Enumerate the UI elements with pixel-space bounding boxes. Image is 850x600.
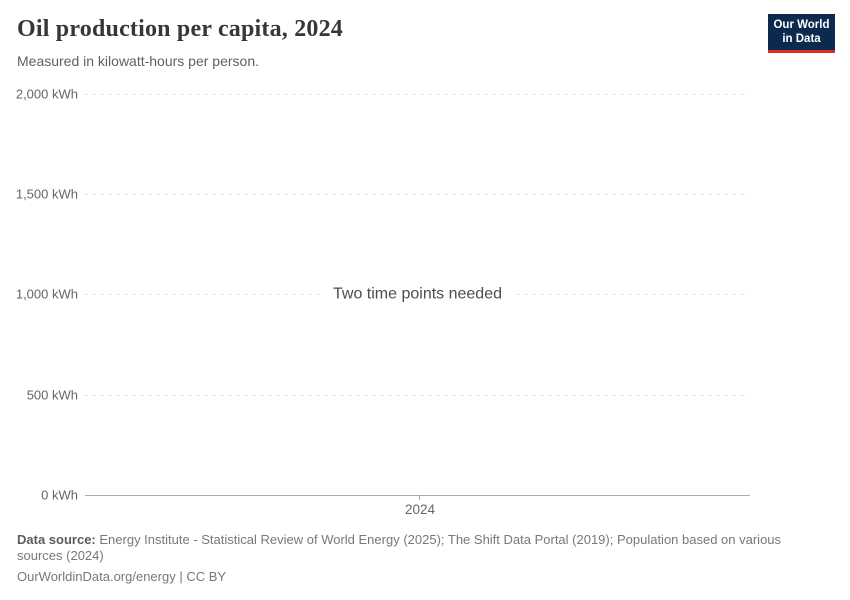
y-axis-tick-label: 2,000 kWh: [15, 86, 78, 102]
license-link[interactable]: OurWorldinData.org/energy | CC BY: [17, 569, 817, 585]
y-axis-tick-label: 1,500 kWh: [15, 186, 78, 202]
data-source-label: Data source:: [17, 532, 96, 547]
gridline: [85, 94, 750, 95]
gridline: [85, 395, 750, 396]
data-source-text: Energy Institute - Statistical Review of…: [17, 532, 782, 563]
y-axis-tick-label: 0 kWh: [41, 487, 78, 503]
owid-logo[interactable]: Our World in Data: [768, 14, 835, 53]
x-axis-tick-mark: [419, 495, 420, 500]
empty-state-message-text: Two time points needed: [323, 285, 512, 303]
chart-footer: Data source: Energy Institute - Statisti…: [17, 532, 817, 585]
x-axis-tick-label: 2024: [404, 502, 436, 517]
x-axis-line: [85, 495, 750, 496]
data-source-line: Data source: Energy Institute - Statisti…: [17, 532, 817, 563]
y-axis-tick-label: 500 kWh: [26, 387, 78, 403]
owid-logo-line1: Our World: [773, 19, 830, 31]
license-text: OurWorldinData.org/energy | CC BY: [17, 569, 227, 584]
y-axis-tick-label: 1,000 kWh: [15, 286, 78, 302]
chart-title: Oil production per capita, 2024: [17, 16, 344, 42]
owid-logo-line2: in Data: [782, 32, 821, 45]
empty-state-message: Two time points needed: [85, 284, 750, 305]
chart-subtitle: Measured in kilowatt-hours per person.: [17, 53, 260, 69]
gridline: [85, 194, 750, 195]
